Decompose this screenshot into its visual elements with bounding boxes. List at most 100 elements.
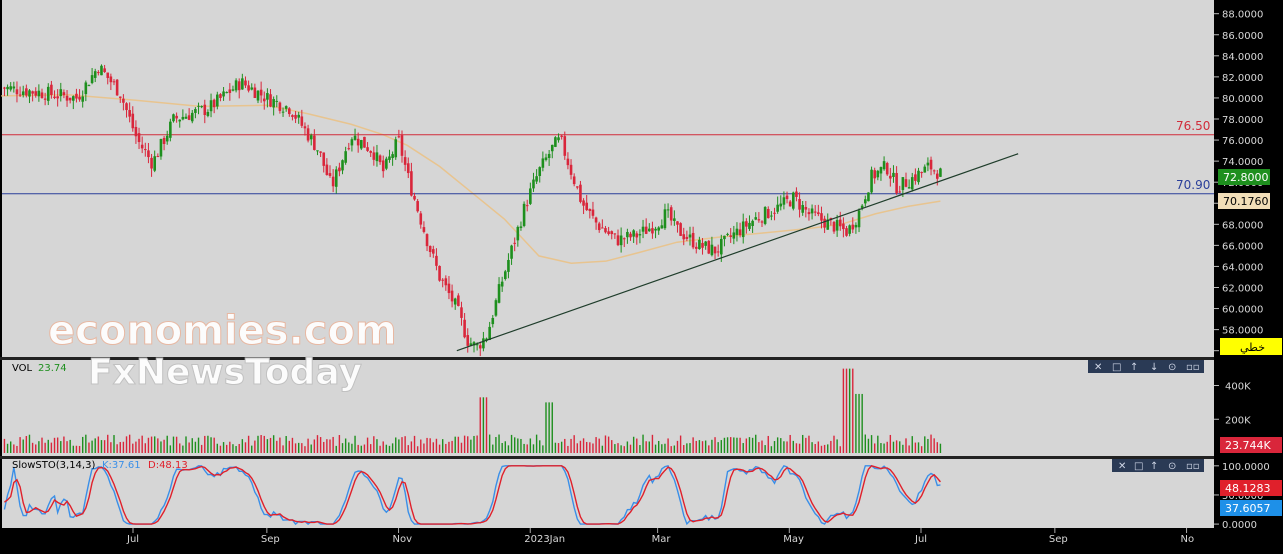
stoch-title: SlowSTO(3,14,3) bbox=[12, 460, 95, 471]
volume-bar bbox=[94, 438, 96, 453]
volume-bar bbox=[150, 436, 153, 453]
candle-body bbox=[904, 179, 908, 187]
candle-body bbox=[31, 91, 34, 94]
candle-body bbox=[895, 173, 898, 194]
candle-body bbox=[460, 307, 463, 318]
stoch-k-label: K:37.61 bbox=[102, 460, 141, 471]
candle-body bbox=[190, 112, 194, 122]
volume-bar bbox=[676, 440, 679, 453]
volume-bar bbox=[726, 437, 729, 453]
candle-body bbox=[823, 218, 826, 228]
volume-bar bbox=[410, 441, 413, 453]
candle-body bbox=[766, 208, 770, 219]
candle-body bbox=[250, 87, 254, 90]
candle-body bbox=[156, 156, 160, 158]
panel-maximize-icon[interactable]: □ bbox=[1112, 362, 1121, 373]
volume-bar bbox=[125, 436, 128, 453]
volume-bar bbox=[798, 443, 801, 453]
candle-body bbox=[291, 115, 294, 117]
candle-body bbox=[194, 109, 197, 113]
volume-bar bbox=[645, 441, 647, 453]
stoch-move-up-icon[interactable]: ↑ bbox=[1150, 461, 1158, 472]
volume-bar bbox=[667, 438, 669, 453]
volume-bar bbox=[323, 441, 325, 453]
stoch-more-icon[interactable]: ▫▫ bbox=[1186, 461, 1200, 472]
volume-badge-text: 23.744K bbox=[1225, 439, 1271, 452]
volume-bar bbox=[689, 443, 691, 453]
volume-bar bbox=[351, 443, 353, 453]
candle-body bbox=[785, 195, 789, 200]
candle-body bbox=[457, 295, 460, 306]
time-tick-label: No bbox=[1181, 534, 1195, 545]
price-tick-label: 66.0000 bbox=[1222, 241, 1263, 252]
candle-body bbox=[513, 242, 516, 244]
candle-body bbox=[453, 298, 457, 305]
volume-bar bbox=[573, 435, 575, 453]
candle-body bbox=[870, 169, 873, 193]
volume-bar bbox=[388, 445, 391, 453]
candle-body bbox=[137, 133, 141, 143]
line-mode-label: خطي bbox=[1240, 341, 1265, 354]
volume-bar bbox=[454, 436, 456, 453]
candle-body bbox=[419, 213, 423, 225]
candle-body bbox=[187, 115, 191, 120]
volume-bar bbox=[448, 441, 450, 453]
candle-body bbox=[134, 126, 138, 137]
candle-body bbox=[688, 234, 692, 238]
volume-bar bbox=[479, 397, 481, 453]
candle-body bbox=[9, 86, 12, 90]
volume-bar bbox=[122, 441, 125, 453]
candle-body bbox=[84, 82, 88, 95]
panel-move-down-icon[interactable]: ↓ bbox=[1150, 362, 1158, 373]
panel-settings-icon[interactable]: ⊙ bbox=[1168, 362, 1176, 373]
candle-body bbox=[394, 139, 398, 158]
candle-body bbox=[56, 96, 59, 99]
candle-body bbox=[150, 157, 153, 169]
volume-bar bbox=[272, 435, 275, 453]
price-tick-label: 86.0000 bbox=[1222, 31, 1263, 42]
stoch-maximize-icon[interactable]: □ bbox=[1134, 461, 1143, 472]
candle-body bbox=[754, 217, 758, 220]
candle-body bbox=[300, 116, 304, 126]
volume-bar bbox=[379, 445, 381, 453]
volume-bar bbox=[44, 442, 46, 453]
volume-bar bbox=[817, 441, 820, 453]
volume-bar bbox=[169, 445, 172, 453]
volume-bar bbox=[60, 441, 62, 453]
stoch-d-badge: 48.1283 bbox=[1220, 480, 1282, 496]
candle-body bbox=[760, 221, 764, 223]
time-tick-label: Nov bbox=[393, 534, 413, 545]
panel-close-icon[interactable]: ✕ bbox=[1094, 362, 1102, 373]
volume-bar bbox=[504, 441, 507, 453]
candle-body bbox=[281, 111, 285, 113]
volume-bar bbox=[764, 445, 766, 453]
stoch-settings-icon[interactable]: ⊙ bbox=[1168, 461, 1176, 472]
volume-bar bbox=[363, 444, 366, 453]
panel-more-icon[interactable]: ▫▫ bbox=[1186, 362, 1200, 373]
candle-body bbox=[932, 170, 936, 172]
panel-move-up-icon[interactable]: ↑ bbox=[1130, 362, 1138, 373]
volume-bar bbox=[244, 442, 247, 453]
volume-bar bbox=[783, 441, 785, 453]
candle-body bbox=[288, 108, 291, 115]
candle-body bbox=[917, 170, 920, 183]
volume-bar bbox=[135, 441, 137, 453]
volume-bar bbox=[413, 435, 416, 453]
candle-body bbox=[466, 335, 470, 346]
candle-body bbox=[334, 169, 338, 187]
volume-bar bbox=[100, 440, 103, 453]
price-tick-label: 84.0000 bbox=[1222, 52, 1263, 63]
candle-body bbox=[241, 78, 244, 90]
volume-bar bbox=[175, 436, 178, 453]
candle-body bbox=[363, 136, 366, 148]
candle-body bbox=[782, 197, 786, 205]
candle-body bbox=[115, 79, 119, 96]
stoch-close-icon[interactable]: ✕ bbox=[1118, 461, 1126, 472]
candle-body bbox=[403, 157, 407, 165]
candle-body bbox=[97, 72, 100, 74]
candle-body bbox=[544, 157, 548, 160]
line-mode-button[interactable]: خطي bbox=[1220, 338, 1282, 355]
candle-body bbox=[413, 195, 416, 200]
candle-body bbox=[939, 168, 942, 177]
price-tick-label: 74.0000 bbox=[1222, 157, 1263, 168]
